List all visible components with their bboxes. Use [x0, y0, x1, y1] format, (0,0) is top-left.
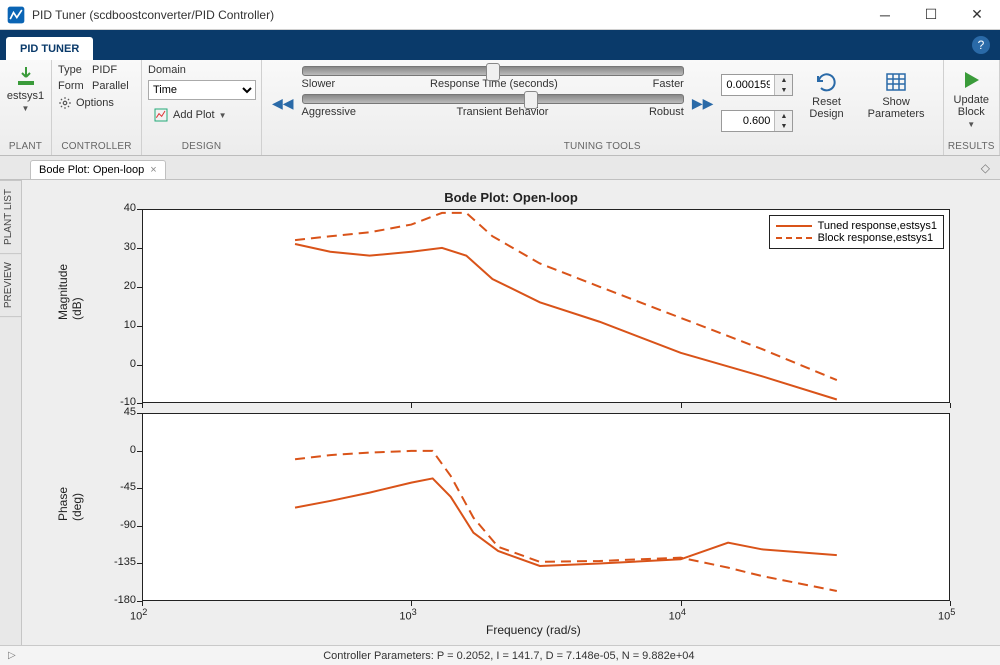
tab-menu-icon[interactable]: ◇ [981, 161, 990, 175]
section-label-tuning: TUNING TOOLS [262, 140, 943, 155]
chevron-down-icon: ▼ [219, 111, 227, 120]
section-label-results: RESULTS [944, 140, 999, 155]
form-label: Form [58, 80, 88, 92]
robust-label: Robust [649, 106, 684, 118]
app-icon [6, 5, 26, 25]
section-tuning: ◀◀ Slower Response Time (seconds) Faster… [262, 60, 944, 155]
faster-label: Faster [653, 78, 684, 90]
tab-pid-tuner[interactable]: PID TUNER [6, 37, 93, 60]
slider-thumb[interactable] [486, 63, 500, 81]
import-icon [14, 64, 38, 88]
add-plot-label: Add Plot [173, 109, 215, 121]
reset-design-button[interactable]: Reset Design [801, 66, 851, 140]
section-results: Update Block ▼ RESULTS [944, 60, 1000, 155]
undo-icon [815, 70, 839, 94]
spin-up[interactable]: ▲ [775, 75, 792, 85]
type-value: PIDF [92, 64, 117, 76]
plot-area: Bode Plot: Open-loop Magnitude (dB)-1001… [22, 180, 1000, 645]
chevron-down-icon: ▼ [22, 104, 30, 113]
section-label-controller: CONTROLLER [52, 140, 141, 155]
minimize-button[interactable]: ─ [862, 0, 908, 30]
add-plot-button[interactable]: Add Plot ▼ [148, 104, 255, 126]
slider-thumb[interactable] [524, 91, 538, 109]
response-time-spinner[interactable]: ▲▼ [721, 74, 793, 96]
transient-spinner[interactable]: ▲▼ [721, 110, 793, 132]
spin-up[interactable]: ▲ [775, 111, 792, 121]
plant-name: estsys1 [7, 90, 44, 102]
form-value: Parallel [92, 80, 129, 92]
play-icon [959, 68, 983, 92]
expand-icon[interactable]: ▷ [8, 650, 16, 661]
faster-arrows[interactable]: ▶▶ [692, 66, 714, 140]
type-label: Type [58, 64, 88, 76]
close-icon[interactable]: × [150, 164, 156, 176]
charts-container: Magnitude (dB)-10010203040Phase (deg)-18… [42, 209, 980, 641]
chart-icon [153, 107, 169, 123]
spin-down[interactable]: ▼ [775, 121, 792, 131]
options-button[interactable]: Options [58, 96, 129, 110]
main-area: PLANT LIST PREVIEW Bode Plot: Open-loop … [0, 180, 1000, 645]
domain-select[interactable]: Time [148, 80, 256, 100]
chevron-down-icon: ▼ [967, 120, 975, 129]
section-controller: Type PIDF Form Parallel Options CONTROLLER [52, 60, 142, 155]
transient-input[interactable] [722, 111, 774, 131]
update-block-button[interactable]: Update Block ▼ [946, 64, 997, 140]
window-controls: ─ ☐ ✕ [862, 0, 1000, 30]
aggressive-label: Aggressive [302, 106, 356, 118]
maximize-button[interactable]: ☐ [908, 0, 954, 30]
window-title: PID Tuner (scdboostconverter/PID Control… [32, 8, 862, 22]
plant-dropdown[interactable]: estsys1 ▼ [6, 64, 45, 140]
close-button[interactable]: ✕ [954, 0, 1000, 30]
sidetab-preview[interactable]: PREVIEW [0, 253, 21, 317]
reset-design-label: Reset Design [809, 96, 843, 120]
toolstrip: estsys1 ▼ PLANT Type PIDF Form Parallel Op… [0, 60, 1000, 156]
slower-label: Slower [302, 78, 336, 90]
response-time-slider[interactable] [302, 66, 684, 76]
section-design: Domain Time Add Plot ▼ DESIGN [142, 60, 262, 155]
section-plant: estsys1 ▼ PLANT [0, 60, 52, 155]
legend: Tuned response,estsys1Block response,est… [769, 215, 944, 249]
title-bar: PID Tuner (scdboostconverter/PID Control… [0, 0, 1000, 30]
document-tabs: Bode Plot: Open-loop × ◇ [0, 156, 1000, 180]
document-tab[interactable]: Bode Plot: Open-loop × [30, 160, 166, 179]
gear-icon [58, 96, 72, 110]
status-bar: ▷ Controller Parameters: P = 0.2052, I =… [0, 645, 1000, 665]
ribbon-tabstrip: PID TUNER ? [0, 30, 1000, 60]
transient-slider[interactable] [302, 94, 684, 104]
section-label-plant: PLANT [0, 140, 51, 155]
response-time-input[interactable] [722, 75, 774, 95]
status-params: Controller Parameters: P = 0.2052, I = 1… [26, 650, 992, 662]
slower-arrows[interactable]: ◀◀ [272, 66, 294, 140]
help-button[interactable]: ? [972, 36, 990, 54]
document-tab-title: Bode Plot: Open-loop [39, 164, 144, 176]
options-label: Options [76, 97, 114, 109]
show-parameters-button[interactable]: Show Parameters [860, 66, 933, 140]
table-icon [884, 70, 908, 94]
plot-title: Bode Plot: Open-loop [42, 190, 980, 205]
domain-label: Domain [148, 64, 255, 76]
show-parameters-label: Show Parameters [868, 96, 925, 120]
spin-down[interactable]: ▼ [775, 85, 792, 95]
update-block-label: Update Block [954, 94, 989, 118]
section-label-design: DESIGN [142, 140, 261, 155]
sidetab-plant-list[interactable]: PLANT LIST [0, 180, 21, 253]
side-tabs: PLANT LIST PREVIEW [0, 180, 22, 645]
